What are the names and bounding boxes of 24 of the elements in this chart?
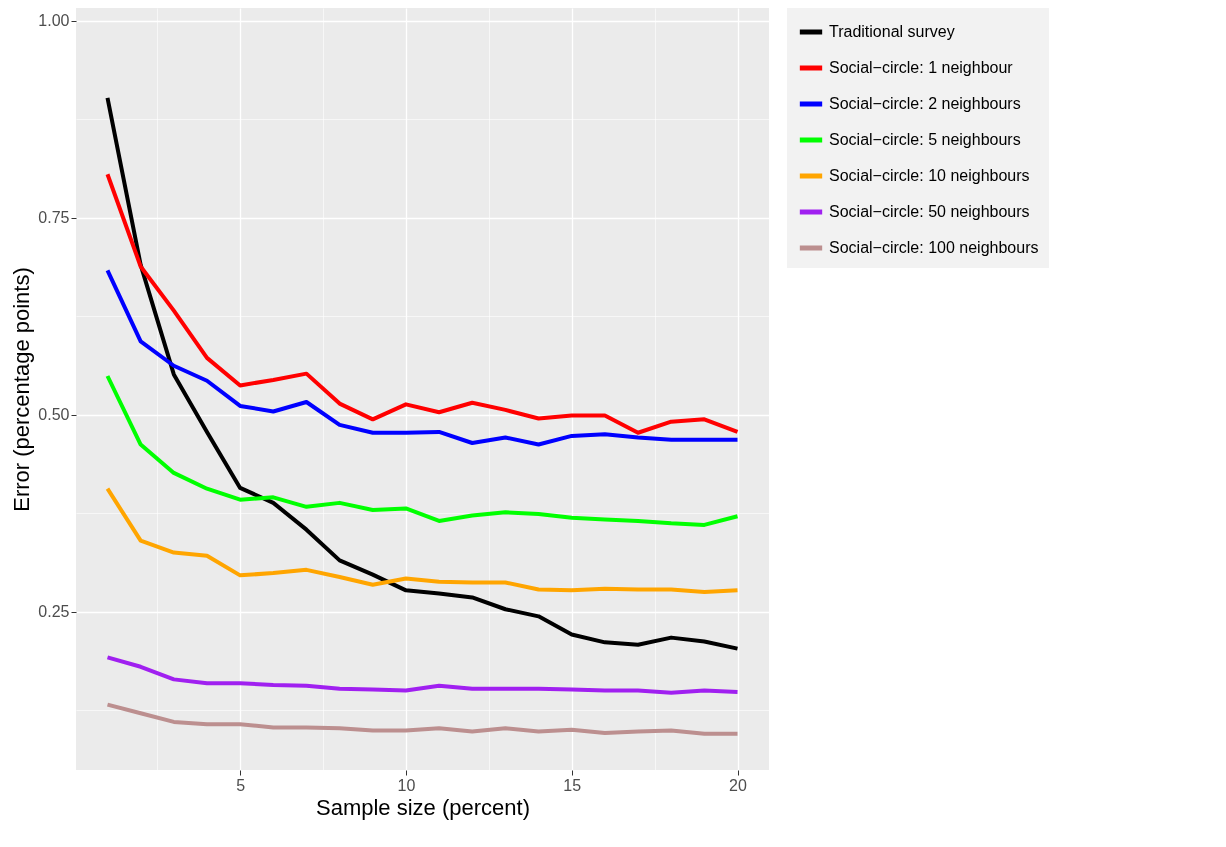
y-tick-label: 0.25 [38,603,70,621]
legend-label: Social−circle: 2 neighbours [829,95,1021,112]
line-series [105,95,740,651]
legend-label: Social−circle: 50 neighbours [829,203,1030,220]
legend-label: Social−circle: 5 neighbours [829,131,1021,148]
legend-label: Social−circle: 10 neighbours [829,167,1030,184]
line-series [105,268,740,447]
line-series [105,655,740,695]
y-tick-label: 1.00 [38,12,70,30]
line-series [105,172,740,435]
line-series [105,702,740,736]
line-series [105,374,740,527]
x-tick-label: 10 [397,776,416,794]
legend-label: Social−circle: 1 neighbour [829,59,1014,76]
x-tick-label: 15 [563,776,582,794]
y-axis-title: Error (percentage points) [9,267,35,512]
legend-label: Social−circle: 100 neighbours [829,239,1039,256]
y-tick-label: 0.50 [38,406,70,424]
x-axis-title: Sample size (percent) [316,794,530,820]
x-tick-label: 5 [236,776,246,794]
line-series [105,486,740,594]
legend-label: Traditional survey [829,23,955,40]
x-tick-label: 20 [729,776,747,794]
y-tick-label: 0.75 [38,209,70,227]
